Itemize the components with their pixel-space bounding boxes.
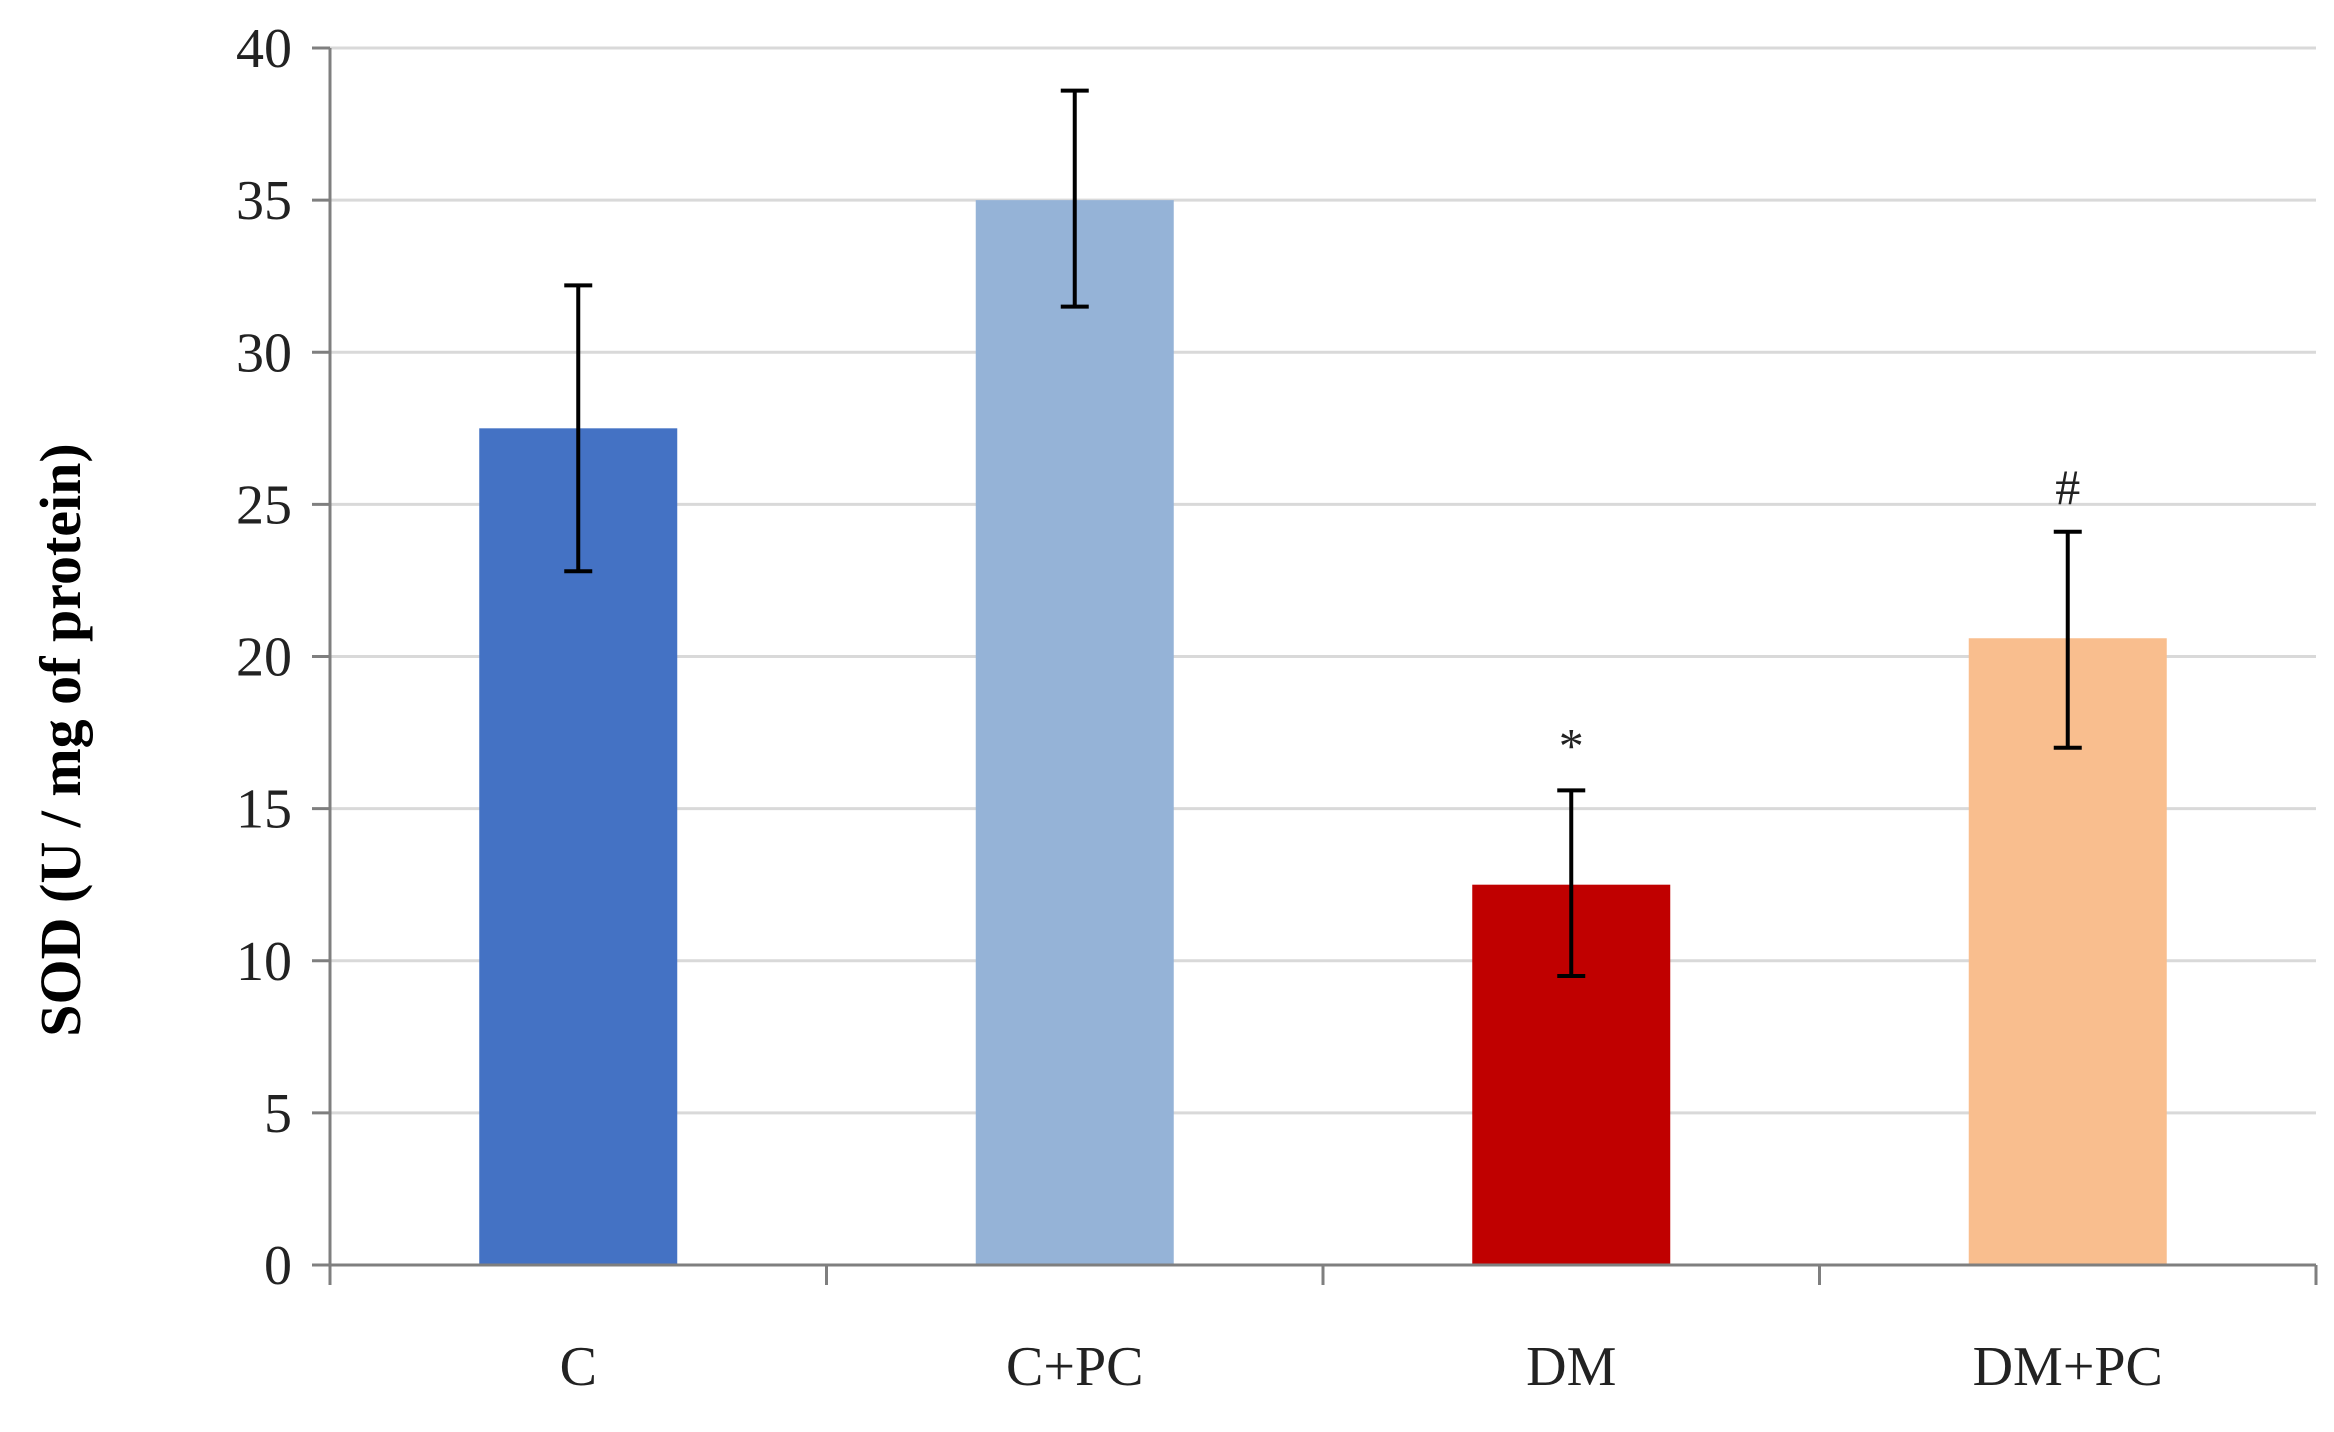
- y-tick-label: 20: [236, 627, 292, 689]
- axes: [312, 46, 2318, 1285]
- y-tick-label: 5: [264, 1083, 292, 1145]
- x-category-label: C+PC: [1006, 1336, 1143, 1398]
- x-category-label: DM+PC: [1973, 1336, 2163, 1398]
- y-tick-label: 40: [236, 18, 292, 80]
- error-bars: [564, 88, 2082, 978]
- labels: 0 5 10 15 20 25 30 35 40 C C+PC DM * DM+PC #: [236, 18, 2163, 1398]
- y-tick-label: 35: [236, 170, 292, 232]
- y-tick-label: 10: [236, 931, 292, 993]
- x-category-label: DM: [1526, 1336, 1616, 1398]
- significance-marker: *: [1559, 717, 1584, 773]
- y-tick-label: 30: [236, 322, 292, 384]
- significance-marker: #: [2055, 459, 2080, 515]
- y-tick-label: 25: [236, 474, 292, 536]
- y-axis-label: SOD (U / mg of protein): [28, 443, 93, 1036]
- y-tick-label: 0: [264, 1235, 292, 1297]
- y-tick-label: 15: [236, 779, 292, 841]
- bars: [479, 200, 2167, 1265]
- bar-c-pc: [975, 200, 1174, 1265]
- x-category-label: C: [560, 1336, 597, 1398]
